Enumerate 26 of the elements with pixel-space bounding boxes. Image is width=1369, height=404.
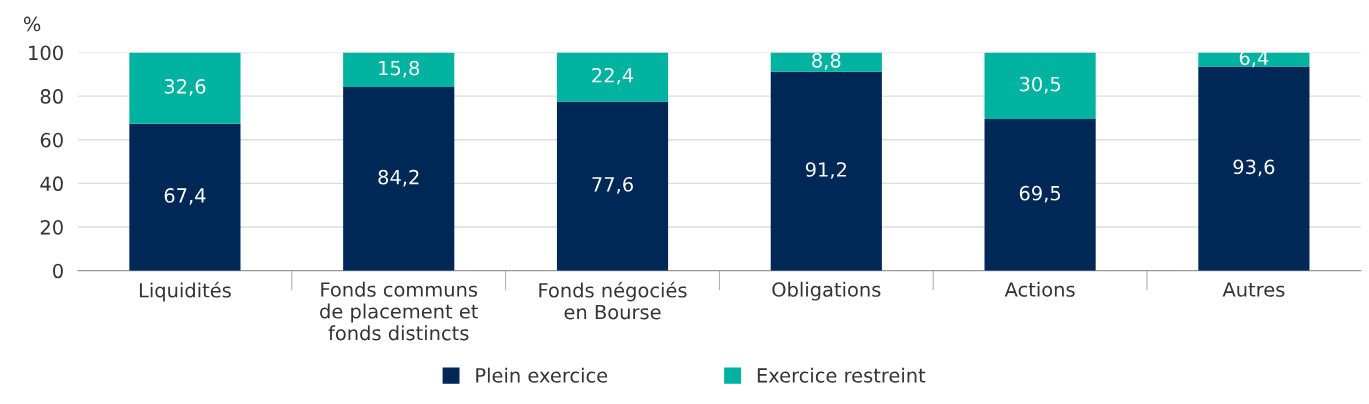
data-label: 77,6 xyxy=(592,176,633,194)
data-label: 32,6 xyxy=(164,79,206,96)
x-tick-label: Fonds communs de placement et fonds distincts xyxy=(320,281,478,341)
data-label: 91,2 xyxy=(805,162,847,179)
y-tick-label: 80 xyxy=(40,89,63,104)
data-label: 30,5 xyxy=(1019,76,1061,94)
data-label: 22,4 xyxy=(592,67,634,85)
legend-label: Exercice restreint xyxy=(757,367,926,383)
x-tick-label: Fonds négociés en Bourse xyxy=(539,281,687,320)
y-axis-title: % xyxy=(23,16,41,32)
y-tick-label: 40 xyxy=(40,176,63,192)
x-tick-label: Actions xyxy=(1004,281,1075,297)
x-tick-label: Liquidités xyxy=(139,281,231,302)
y-tick-label: 60 xyxy=(40,132,63,148)
legend-label: Plein exercice xyxy=(476,367,608,383)
data-label: 93,6 xyxy=(1233,159,1275,177)
y-tick-label: 100 xyxy=(29,45,63,61)
data-label: 69,5 xyxy=(1019,185,1061,203)
data-label: 8,8 xyxy=(812,53,841,70)
data-label: 15,8 xyxy=(379,60,420,78)
x-tick-label: Obligations xyxy=(772,281,881,301)
data-label: 84,2 xyxy=(378,169,419,187)
data-label: 67,4 xyxy=(164,188,206,205)
y-tick-label: 20 xyxy=(40,220,63,235)
y-tick-label: 0 xyxy=(53,263,63,279)
x-tick-label: Autres xyxy=(1222,282,1285,297)
